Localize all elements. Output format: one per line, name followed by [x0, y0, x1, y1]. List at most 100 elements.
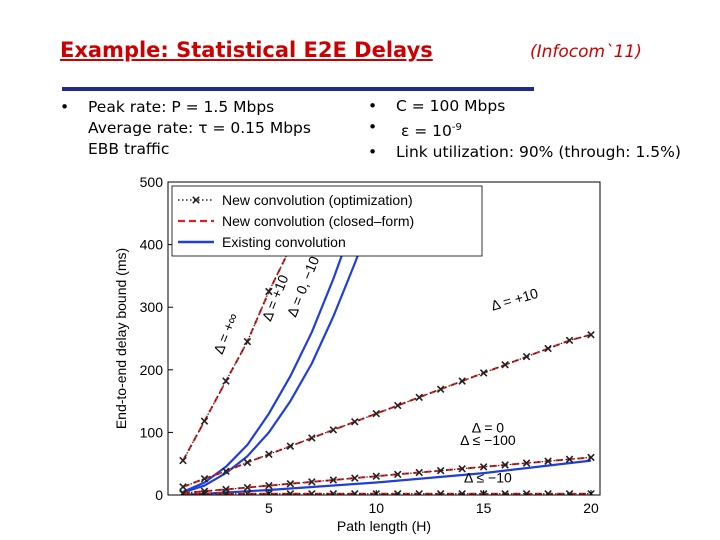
legend-label: Existing convolution — [222, 234, 346, 250]
data-point-x-marker — [501, 489, 509, 495]
marker-stroke — [243, 337, 252, 346]
legend-label: New convolution (closed–form) — [222, 213, 414, 229]
marker-stroke — [243, 458, 252, 467]
slide-subtitle: (Infocom`11) — [530, 42, 642, 62]
data-point-x-marker — [265, 481, 273, 490]
legend: New convolution (optimization) New convol… — [171, 185, 483, 257]
curve-annotation: Δ ≤ −10 — [464, 469, 512, 485]
x-tick-label: 15 — [476, 500, 492, 516]
data-point-x-marker — [522, 459, 531, 467]
curve-annotation: Δ = 0 — [472, 419, 505, 435]
marker-stroke — [522, 352, 531, 361]
marker-stroke — [308, 478, 316, 486]
x-tick-label: 20 — [583, 500, 599, 516]
data-point-x-marker — [587, 330, 595, 339]
data-point-x-marker — [479, 369, 488, 377]
data-point-x-marker — [200, 474, 209, 483]
data-point-x-marker — [329, 476, 338, 484]
data-point-x-marker — [544, 344, 552, 353]
marker-stroke — [372, 409, 381, 418]
epsilon-exponent: -9 — [451, 122, 462, 133]
utilization-text: Link utilization: 90% (through: 1.5%) — [396, 143, 681, 162]
data-point-x-marker — [308, 478, 316, 486]
bullet-mark: • — [368, 118, 378, 136]
data-point-x-marker — [479, 463, 488, 471]
data-point-x-marker — [501, 461, 509, 469]
y-tick-label: 100 — [140, 424, 164, 440]
marker-stroke — [351, 417, 359, 426]
data-point-x-marker — [329, 489, 338, 495]
data-point-x-marker — [286, 442, 295, 450]
marker-stroke — [265, 450, 273, 459]
marker-stroke — [416, 489, 423, 495]
marker-stroke — [501, 461, 509, 469]
marker-stroke — [436, 385, 445, 393]
data-point-x-marker — [308, 489, 316, 495]
marker-stroke — [544, 344, 552, 353]
data-point-x-marker — [458, 464, 466, 473]
curve-annotation: Δ ≤ −100 — [460, 432, 516, 448]
marker-stroke — [587, 330, 595, 339]
slide-title: Example: Statistical E2E Delays — [60, 38, 433, 62]
bullet-item: • Link utilization: 90% (through: 1.5%) — [368, 142, 681, 163]
data-point-x-marker — [565, 455, 574, 464]
data-point-x-marker — [351, 489, 359, 495]
data-point-x-marker — [372, 409, 381, 418]
data-point-x-marker — [436, 385, 445, 393]
data-point-x-marker — [222, 489, 230, 495]
legend-label: New convolution (optimization) — [222, 192, 413, 208]
data-point-x-marker — [200, 417, 209, 425]
data-point-x-marker — [308, 434, 316, 442]
data-point-x-marker — [544, 489, 552, 495]
data-point-x-marker — [286, 489, 295, 495]
data-point-x-marker — [179, 483, 187, 491]
marker-stroke — [223, 489, 230, 495]
x-axis-label: Path length (H) — [337, 518, 431, 534]
bullet-mark: • — [368, 97, 378, 115]
data-point-x-marker — [351, 417, 359, 426]
data-point-x-marker — [243, 458, 252, 467]
marker-stroke — [544, 457, 552, 465]
existing-convolution-line — [182, 459, 592, 495]
marker-stroke — [265, 481, 273, 490]
marker-stroke — [329, 476, 338, 484]
marker-stroke — [522, 459, 531, 467]
marker-stroke — [330, 489, 338, 495]
data-point-x-marker — [565, 336, 574, 345]
marker-stroke — [393, 401, 402, 410]
marker-stroke — [567, 489, 574, 495]
y-tick-label: 400 — [140, 237, 164, 253]
title-underline-rule — [62, 87, 534, 91]
data-point-x-marker — [265, 450, 273, 459]
data-point-x-marker — [393, 489, 402, 495]
data-point-x-marker — [436, 489, 445, 495]
marker-stroke — [458, 464, 466, 473]
capacity-text: C = 100 Mbps — [396, 97, 506, 115]
bullet-mark: • — [368, 143, 378, 162]
data-point-x-marker — [351, 474, 359, 482]
data-point-x-marker — [265, 287, 273, 296]
data-point-x-marker — [501, 361, 509, 369]
marker-stroke — [243, 483, 252, 492]
marker-stroke — [200, 487, 209, 495]
data-point-x-marker — [222, 467, 230, 475]
data-point-x-marker — [393, 401, 402, 410]
data-point-x-marker — [243, 337, 252, 346]
marker-stroke — [436, 466, 445, 475]
marker-stroke — [202, 489, 209, 495]
marker-stroke — [286, 479, 295, 488]
y-tick-label: 500 — [140, 174, 164, 190]
marker-stroke — [287, 489, 295, 495]
traffic-type-text: EBB traffic — [88, 140, 170, 158]
data-point-x-marker — [565, 489, 574, 495]
data-point-x-marker — [544, 457, 552, 465]
data-point-x-marker — [286, 479, 295, 488]
data-point-x-marker — [415, 393, 423, 402]
data-point-x-marker — [522, 489, 531, 495]
peak-rate-text: Peak rate: P = 1.5 Mbps — [88, 98, 275, 116]
data-point-x-marker — [179, 489, 187, 495]
y-tick-label: 200 — [140, 362, 164, 378]
data-point-x-marker — [415, 489, 423, 495]
marker-stroke — [180, 489, 187, 495]
